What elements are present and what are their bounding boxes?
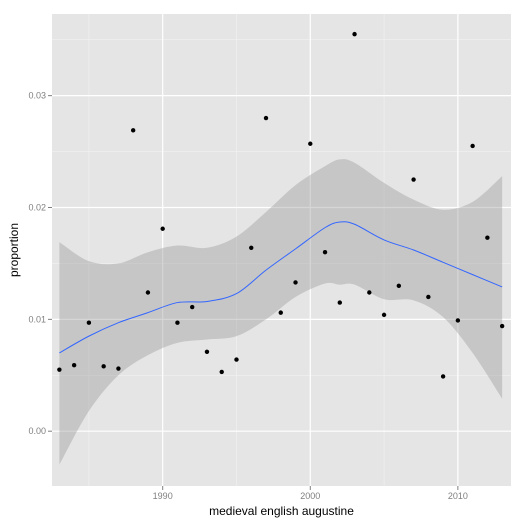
major-gridlines	[52, 14, 511, 486]
y-tick-label: 0.00	[28, 426, 46, 436]
data-point	[337, 300, 342, 305]
x-tick-label: 2010	[448, 491, 468, 501]
smooth-trend-line	[59, 221, 503, 354]
data-point	[308, 141, 313, 146]
data-point	[426, 294, 431, 300]
data-point	[86, 320, 92, 325]
data-point	[263, 115, 269, 121]
data-point	[499, 323, 505, 329]
data-point	[219, 369, 224, 375]
y-tick-label: 0.01	[28, 314, 46, 324]
y-tick-label: 0.02	[28, 202, 46, 212]
y-axis: 0.00 0.01 0.02 0.03	[28, 91, 52, 436]
data-point	[71, 363, 77, 368]
data-point	[367, 290, 372, 295]
data-point	[470, 143, 475, 149]
confidence-band	[59, 159, 503, 465]
data-point	[190, 304, 195, 310]
data-point	[352, 31, 357, 37]
y-tick-label: 0.03	[28, 91, 46, 101]
data-point	[440, 374, 446, 379]
data-point	[485, 235, 490, 240]
data-point	[175, 320, 180, 325]
x-axis-title: medieval english augustine	[209, 504, 354, 518]
data-point	[116, 366, 121, 371]
data-point	[455, 318, 461, 323]
data-point	[101, 364, 106, 369]
data-point	[381, 312, 387, 318]
data-point	[145, 290, 151, 295]
data-point	[57, 367, 62, 372]
data-point	[411, 177, 416, 182]
y-axis-title: proportion	[7, 223, 21, 277]
x-axis: 1990 2000 2010	[153, 486, 468, 501]
x-tick-label: 1990	[153, 491, 173, 501]
data-point	[278, 310, 283, 315]
data-point	[249, 245, 254, 250]
data-point	[204, 349, 210, 354]
smooth-line-layer	[59, 221, 503, 354]
data-point	[130, 128, 136, 133]
x-tick-label: 2000	[300, 491, 320, 501]
data-point	[293, 280, 298, 285]
confidence-band-layer	[59, 159, 503, 465]
minor-gridlines	[52, 14, 511, 486]
data-point	[234, 357, 239, 362]
data-point	[160, 226, 165, 231]
data-point	[322, 250, 328, 255]
scatter-points-layer	[57, 31, 505, 379]
data-point	[396, 283, 402, 288]
plot-panel	[52, 14, 511, 486]
